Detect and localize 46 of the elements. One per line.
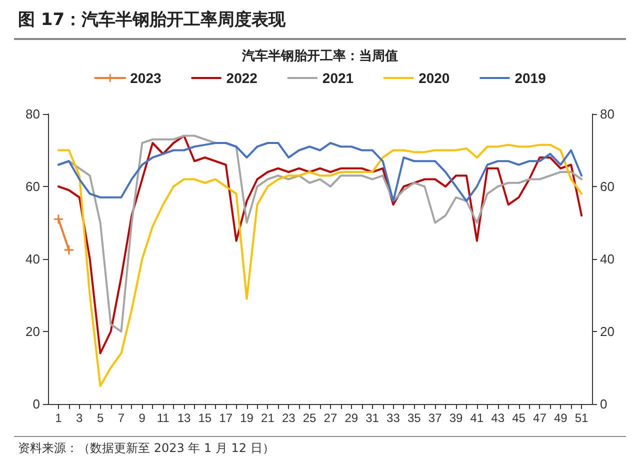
y2-tick-label: 80	[600, 106, 614, 122]
legend-label: 2020	[418, 70, 450, 86]
legend-label: 2022	[226, 70, 258, 86]
x-tick-label: 11	[156, 411, 170, 425]
x-tick-label: 7	[118, 411, 125, 425]
x-tick-label: 21	[261, 411, 275, 425]
x-tick-label: 15	[198, 411, 212, 425]
x-tick-label: 31	[366, 411, 380, 425]
x-tick-label: 27	[324, 411, 338, 425]
legend-label: 2023	[130, 70, 162, 86]
x-tick-label: 5	[96, 411, 104, 425]
y-tick-label: 60	[26, 179, 40, 194]
y-tick-label: 20	[26, 324, 40, 339]
x-tick-label: 41	[470, 411, 484, 425]
y2-tick-label: 20	[600, 324, 614, 339]
x-tick-label: 33	[386, 411, 400, 425]
legend-label: 2021	[322, 70, 354, 86]
line-series	[57, 142, 583, 202]
y-tick-label: 0	[32, 396, 40, 412]
x-tick-label: 49	[554, 411, 568, 425]
x-tick-label: 17	[219, 411, 233, 425]
x-tick-label: 37	[428, 411, 442, 425]
y2-tick-label: 40	[600, 252, 614, 266]
x-tick-label: 43	[491, 411, 505, 425]
y-tick-label: 40	[26, 252, 40, 266]
chart-subtitle: 汽车半钢胎开工率：当周值	[241, 48, 398, 63]
line-series	[57, 144, 583, 387]
y2-tick-label: 60	[600, 179, 614, 194]
x-tick-label: 25	[302, 411, 317, 425]
x-tick-label: 51	[574, 411, 589, 425]
x-tick-label: 19	[240, 411, 254, 425]
y2-tick-label: 0	[600, 396, 608, 412]
x-tick-label: 1	[55, 411, 62, 425]
x-tick-label: 9	[138, 411, 146, 425]
x-tick-label: 13	[177, 411, 191, 425]
x-tick-label: 3	[76, 411, 84, 425]
x-tick-label: 29	[344, 411, 358, 425]
x-tick-label: 39	[449, 411, 463, 425]
x-tick-label: 47	[533, 411, 547, 425]
y-tick-label: 80	[26, 106, 40, 122]
chart-title: 图 17：汽车半钢胎开工率周度表现	[18, 9, 286, 31]
text: 资料来源：（数据更新至 2023 年 1 月 12 日）	[18, 440, 274, 457]
x-tick-label: 23	[282, 411, 296, 425]
x-tick-label: 35	[407, 411, 422, 425]
legend-label: 2019	[514, 70, 546, 86]
x-tick-label: 45	[512, 411, 526, 425]
